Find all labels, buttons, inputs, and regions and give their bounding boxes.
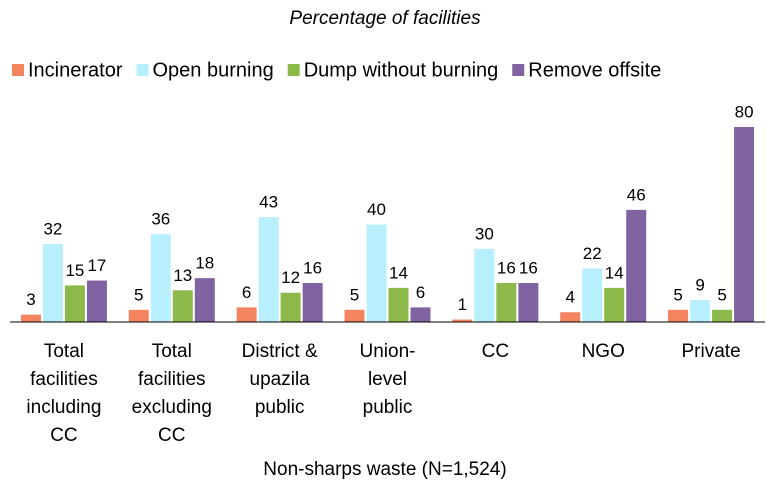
chart-title: Percentage of facilities bbox=[289, 8, 481, 29]
bar bbox=[42, 244, 63, 322]
bar bbox=[344, 309, 365, 322]
x-tick-line: including bbox=[26, 397, 101, 418]
bar bbox=[150, 234, 171, 322]
data-label: 36 bbox=[151, 210, 170, 229]
bar bbox=[280, 292, 301, 322]
data-label: 18 bbox=[195, 254, 214, 273]
data-label: 46 bbox=[627, 185, 646, 204]
bar bbox=[172, 290, 193, 322]
bar bbox=[410, 307, 431, 322]
x-tick-line: Union- bbox=[360, 341, 416, 362]
x-tick-line: level bbox=[368, 369, 407, 390]
legend-swatch bbox=[512, 64, 525, 76]
data-label: 5 bbox=[134, 285, 143, 304]
x-tick-line: Total bbox=[44, 341, 84, 362]
data-label: 30 bbox=[475, 224, 494, 243]
x-tick-label: Private bbox=[682, 341, 741, 362]
bar bbox=[518, 283, 539, 322]
x-tick-line: facilities bbox=[30, 369, 98, 390]
bar bbox=[128, 309, 149, 322]
x-tick-label: District & upazila public bbox=[242, 341, 318, 418]
data-label: 14 bbox=[605, 263, 624, 282]
legend-swatch bbox=[136, 64, 149, 76]
bar bbox=[64, 285, 85, 322]
data-label: 16 bbox=[497, 258, 516, 277]
bar bbox=[388, 287, 409, 322]
x-tick-line: excluding bbox=[132, 397, 212, 418]
bar bbox=[474, 248, 495, 322]
legend-label: Open burning bbox=[153, 59, 274, 81]
data-label: 3 bbox=[26, 290, 35, 309]
data-label: 32 bbox=[43, 219, 62, 238]
bar bbox=[734, 127, 755, 322]
data-label: 5 bbox=[717, 285, 726, 304]
data-label: 14 bbox=[389, 263, 408, 282]
x-tick-label: Total facilities excluding CC bbox=[132, 341, 212, 446]
data-label: 17 bbox=[87, 256, 106, 275]
legend-label: Incinerator bbox=[28, 59, 123, 81]
data-label: 1 bbox=[458, 295, 467, 314]
x-tick-label: Total facilities including CC bbox=[26, 341, 101, 446]
bar bbox=[604, 287, 625, 322]
bar bbox=[20, 314, 41, 322]
data-label: 5 bbox=[673, 285, 682, 304]
x-tick-label: CC bbox=[482, 341, 509, 362]
x-tick-line: CC bbox=[158, 425, 185, 446]
bar bbox=[302, 283, 323, 322]
bar bbox=[452, 319, 473, 322]
data-label: 9 bbox=[695, 276, 704, 295]
x-axis-label: Non-sharps waste (N=1,524) bbox=[263, 459, 506, 480]
bar bbox=[194, 278, 215, 322]
bar bbox=[86, 280, 107, 322]
x-tick-line: Total bbox=[152, 341, 192, 362]
legend-label: Remove offsite bbox=[528, 59, 661, 81]
x-tick-line: Private bbox=[682, 341, 741, 362]
bar bbox=[668, 309, 689, 322]
bar bbox=[626, 209, 647, 322]
data-label: 43 bbox=[259, 193, 278, 212]
x-tick-label: Union-level public bbox=[360, 341, 416, 418]
data-label: 40 bbox=[367, 200, 386, 219]
x-tick-line: CC bbox=[50, 425, 77, 446]
data-label: 16 bbox=[303, 258, 322, 277]
bar bbox=[366, 224, 387, 322]
bar bbox=[236, 307, 257, 322]
data-label: 5 bbox=[350, 285, 359, 304]
x-tick-line: CC bbox=[482, 341, 509, 362]
data-label: 6 bbox=[242, 283, 251, 302]
data-label: 13 bbox=[173, 266, 192, 285]
x-tick-line: public bbox=[363, 397, 413, 418]
x-tick-label: NGO bbox=[582, 341, 625, 362]
x-tick-line: upazila bbox=[250, 369, 311, 390]
x-tick-line: public bbox=[255, 397, 305, 418]
data-label: 4 bbox=[565, 288, 574, 307]
bar bbox=[690, 300, 711, 322]
bar bbox=[496, 283, 517, 322]
data-label: 16 bbox=[519, 258, 538, 277]
data-label: 22 bbox=[583, 244, 602, 263]
legend-label: Dump without burning bbox=[304, 59, 499, 81]
bar bbox=[258, 217, 279, 322]
bar bbox=[560, 312, 581, 322]
bar bbox=[712, 309, 733, 322]
x-tick-line: facilities bbox=[138, 369, 206, 390]
x-tick-line: District & bbox=[242, 341, 318, 362]
data-label: 15 bbox=[65, 261, 84, 280]
legend-swatch bbox=[287, 64, 300, 76]
x-tick-line: NGO bbox=[582, 341, 625, 362]
data-label: 80 bbox=[735, 102, 754, 121]
data-label: 12 bbox=[281, 268, 300, 287]
bar bbox=[582, 268, 603, 322]
data-label: 6 bbox=[416, 283, 425, 302]
legend-swatch bbox=[12, 64, 24, 76]
